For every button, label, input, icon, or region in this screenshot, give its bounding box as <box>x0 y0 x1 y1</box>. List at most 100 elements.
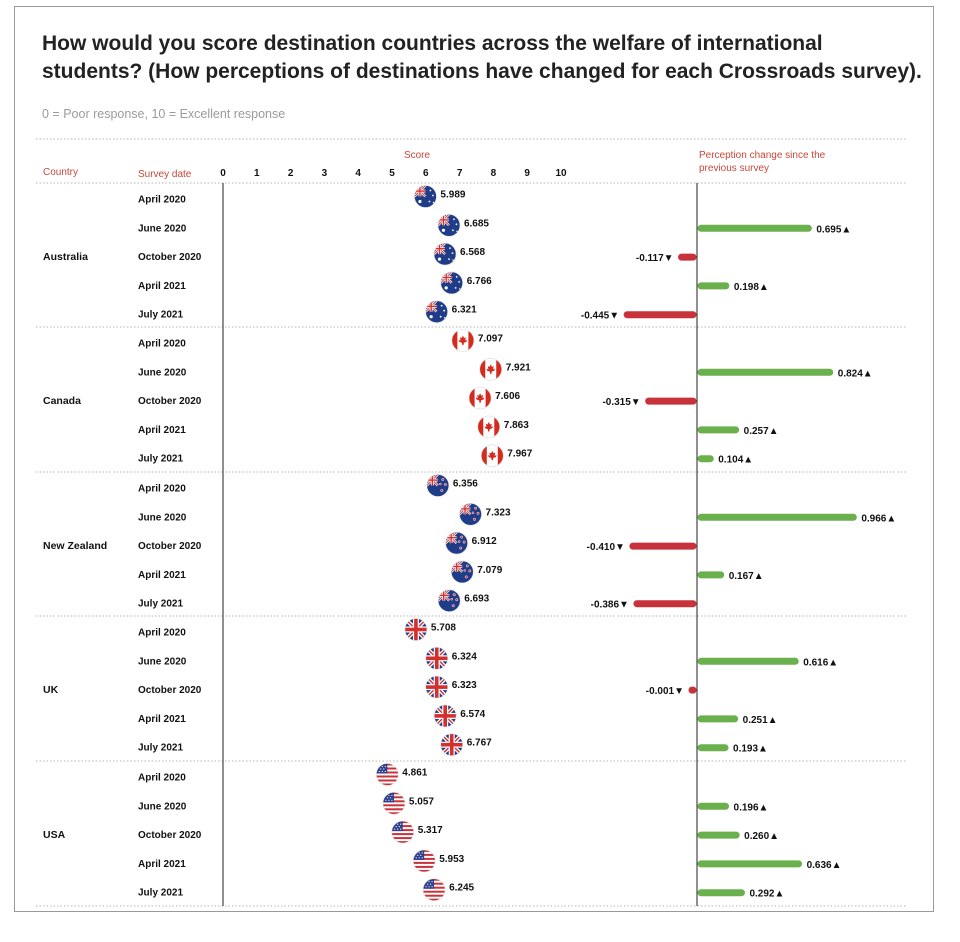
survey-date-label: July 2021 <box>138 743 183 754</box>
change-value-label: 0.616▲ <box>803 657 838 668</box>
survey-date-label: April 2020 <box>138 484 186 495</box>
score-value-label: 6.685 <box>464 218 489 229</box>
uk-flag-icon <box>425 675 449 699</box>
score-value-label: 6.912 <box>472 536 497 547</box>
australia-flag-icon <box>414 185 437 208</box>
survey-date-label: October 2020 <box>138 541 202 552</box>
change-value-label: 0.167▲ <box>729 571 764 582</box>
survey-date-label: April 2020 <box>138 628 186 639</box>
score-value-label: 5.953 <box>439 854 464 865</box>
score-value-label: 6.693 <box>464 594 489 605</box>
change-value-label: 0.193▲ <box>733 744 768 755</box>
australia-flag-icon <box>433 242 457 266</box>
score-value-label: 5.989 <box>440 190 465 201</box>
survey-date-label: July 2021 <box>138 888 183 899</box>
score-tick-label: 3 <box>322 168 328 179</box>
score-value-label: 6.324 <box>452 651 477 662</box>
survey-date-label: July 2021 <box>138 599 183 610</box>
canada-flag-icon <box>468 386 492 410</box>
score-value-label: 6.323 <box>452 680 477 691</box>
usa-flag-icon <box>391 820 415 844</box>
score-value-label: 5.057 <box>409 796 434 807</box>
uk-flag-icon <box>404 618 428 641</box>
change-value-label: -0.001▼ <box>646 686 684 697</box>
survey-date-label: April 2021 <box>138 425 186 436</box>
survey-date-label: June 2020 <box>138 656 187 667</box>
change-value-label: 0.260▲ <box>744 831 779 842</box>
country-label: UK <box>43 684 59 696</box>
survey-date-label: April 2021 <box>138 281 186 292</box>
chart-subtitle: 0 = Poor response, 10 = Excellent respon… <box>42 107 286 121</box>
score-value-label: 4.861 <box>402 768 427 779</box>
survey-date-label: June 2020 <box>138 801 187 812</box>
change-value-label: 0.966▲ <box>861 513 896 524</box>
score-value-label: 7.863 <box>504 420 529 431</box>
change-value-label: 0.824▲ <box>838 368 873 379</box>
survey-date-label: April 2020 <box>138 195 186 206</box>
change-value-label: 0.251▲ <box>743 715 778 726</box>
score-tick-label: 1 <box>254 168 260 179</box>
score-value-label: 6.574 <box>460 709 485 720</box>
canada-flag-icon <box>451 329 475 352</box>
score-value-label: 5.708 <box>431 623 456 634</box>
canada-flag-icon <box>477 415 501 439</box>
change-value-label: 0.196▲ <box>734 802 769 813</box>
change-value-label: 0.198▲ <box>734 282 769 293</box>
uk-flag-icon <box>425 646 449 670</box>
survey-date-column-header: Survey date <box>138 169 192 180</box>
change-value-label: 0.695▲ <box>816 224 851 235</box>
score-tick-label: 9 <box>524 168 530 179</box>
survey-date-label: April 2020 <box>138 773 186 784</box>
score-value-label: 6.321 <box>452 305 477 316</box>
score-value-label: 6.568 <box>460 247 485 258</box>
score-tick-label: 7 <box>457 168 463 179</box>
australia-flag-icon <box>440 271 463 295</box>
survey-date-label: October 2020 <box>138 685 202 696</box>
survey-date-label: June 2020 <box>138 512 187 523</box>
survey-date-label: April 2020 <box>138 339 186 350</box>
score-value-label: 6.767 <box>467 738 492 749</box>
survey-date-label: June 2020 <box>138 223 187 234</box>
usa-flag-icon <box>412 849 436 873</box>
survey-date-label: April 2021 <box>138 859 186 870</box>
chart-title: How would you score destination countrie… <box>42 32 922 83</box>
canada-flag-icon <box>480 444 504 468</box>
change-value-label: 0.292▲ <box>749 889 784 900</box>
country-column-header: Country <box>43 167 78 178</box>
new-zealand-flag-icon <box>450 560 474 584</box>
survey-date-label: April 2021 <box>138 714 186 725</box>
change-value-label: -0.445▼ <box>581 311 619 322</box>
change-value-label: -0.410▼ <box>587 542 625 553</box>
score-value-label: 7.967 <box>507 449 532 460</box>
score-value-label: 7.079 <box>477 565 502 576</box>
new-zealand-flag-icon <box>437 589 461 613</box>
new-zealand-flag-icon <box>445 531 468 555</box>
score-value-label: 7.097 <box>478 334 503 345</box>
uk-flag-icon <box>440 733 464 757</box>
score-value-label: 7.606 <box>495 391 520 402</box>
score-tick-label: 10 <box>555 168 567 179</box>
survey-date-label: June 2020 <box>138 367 187 378</box>
country-label: Canada <box>43 395 81 407</box>
score-value-label: 7.921 <box>506 362 531 373</box>
score-value-label: 7.323 <box>486 507 511 518</box>
new-zealand-flag-icon <box>459 502 482 526</box>
score-tick-label: 5 <box>389 168 395 179</box>
score-tick-label: 0 <box>220 168 226 179</box>
country-label: USA <box>43 829 66 841</box>
country-label: Australia <box>43 251 88 263</box>
score-value-label: 6.245 <box>449 883 474 894</box>
survey-date-label: April 2021 <box>138 570 186 581</box>
usa-flag-icon <box>382 791 406 815</box>
canada-flag-icon <box>479 357 503 381</box>
score-tick-label: 8 <box>491 168 497 179</box>
score-value-label: 6.766 <box>467 276 492 287</box>
change-value-label: 0.636▲ <box>807 860 842 871</box>
change-value-label: 0.257▲ <box>744 426 779 437</box>
usa-flag-icon <box>422 878 446 902</box>
score-value-label: 6.356 <box>453 479 478 490</box>
score-tick-label: 4 <box>355 168 361 179</box>
survey-date-label: October 2020 <box>138 830 202 841</box>
country-label: New Zealand <box>43 540 107 552</box>
